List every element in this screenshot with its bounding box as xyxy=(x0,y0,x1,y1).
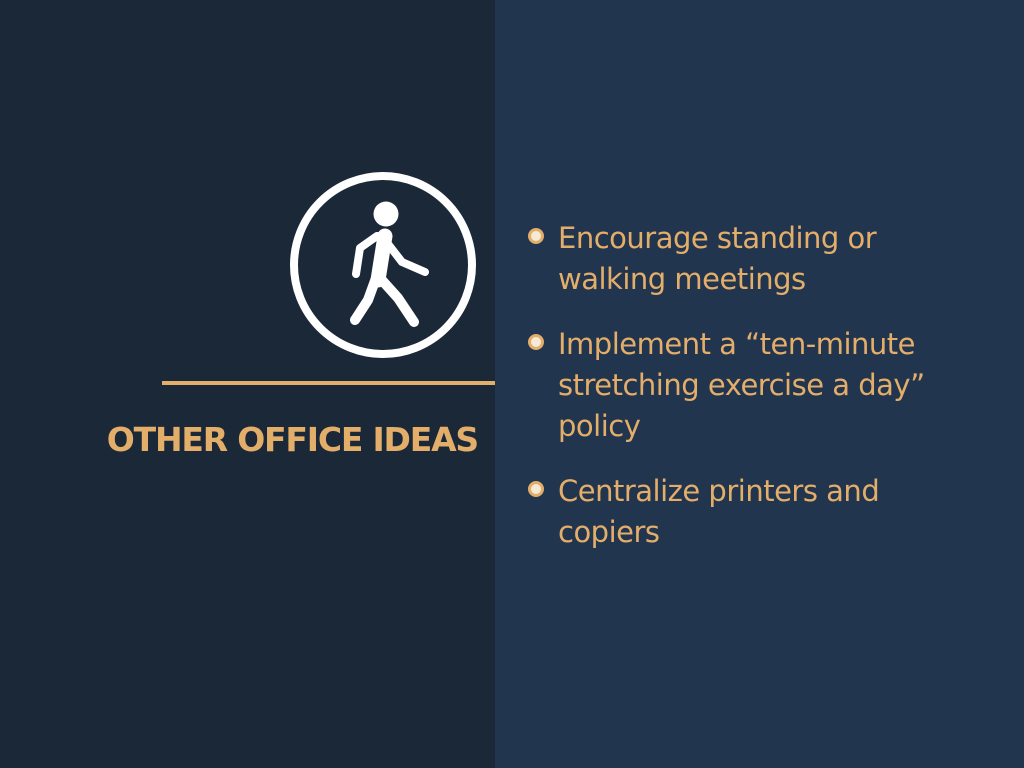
bullet-dot-icon xyxy=(528,481,544,497)
walking-person-icon xyxy=(290,172,476,358)
title-divider xyxy=(162,381,495,385)
bullet-dot-icon xyxy=(528,334,544,350)
bullet-text-line: policy xyxy=(558,409,641,443)
list-item: Encourage standing or walking meetings xyxy=(525,218,995,300)
right-panel xyxy=(495,0,1024,768)
bullet-text-line: copiers xyxy=(558,515,660,549)
bullet-dot-icon xyxy=(528,228,544,244)
bullet-text-line: Centralize printers and xyxy=(558,474,880,508)
bullet-list: Encourage standing or walking meetings I… xyxy=(525,218,995,577)
slide-title: OTHER OFFICE IDEAS xyxy=(106,420,479,459)
bullet-text-line: Implement a “ten-minute xyxy=(558,327,916,361)
bullet-text-line: stretching exercise a day” xyxy=(558,368,925,402)
bullet-text-line: walking meetings xyxy=(558,262,806,296)
list-item: Centralize printers and copiers xyxy=(525,471,995,553)
bullet-text-line: Encourage standing or xyxy=(558,221,877,255)
list-item: Implement a “ten-minute stretching exerc… xyxy=(525,324,995,447)
